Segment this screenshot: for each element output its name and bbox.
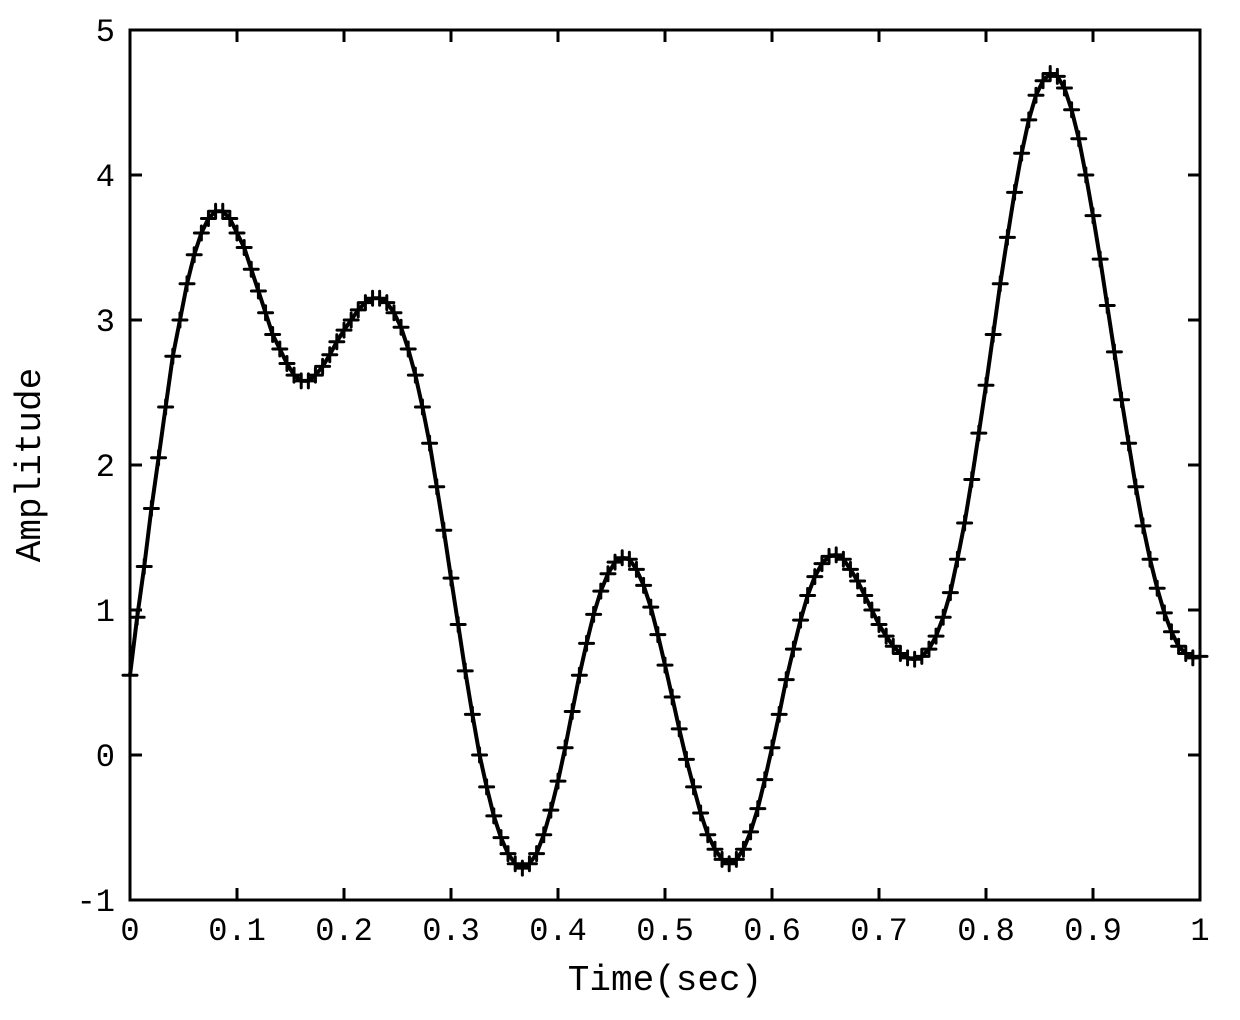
x-tick-label: 0.9	[1064, 913, 1122, 950]
y-tick-label: -1	[77, 884, 115, 921]
y-tick-label: 0	[96, 739, 115, 776]
data-markers	[123, 67, 1207, 876]
y-axis-label: Amplitude	[10, 368, 51, 562]
y-tick-label: 1	[96, 594, 115, 631]
x-tick-label: 1	[1190, 913, 1209, 950]
x-tick-label: 0.4	[529, 913, 587, 950]
plot-box	[130, 30, 1200, 900]
x-axis-label: Time(sec)	[568, 960, 762, 1001]
chart-container: 00.10.20.30.40.50.60.70.80.91-1012345Tim…	[0, 0, 1240, 1020]
x-tick-label: 0.6	[743, 913, 801, 950]
x-tick-label: 0	[120, 913, 139, 950]
line-chart: 00.10.20.30.40.50.60.70.80.91-1012345Tim…	[0, 0, 1240, 1020]
x-tick-label: 0.5	[636, 913, 694, 950]
y-tick-label: 4	[96, 159, 115, 196]
x-tick-label: 0.8	[957, 913, 1015, 950]
y-tick-label: 2	[96, 449, 115, 486]
x-tick-label: 0.7	[850, 913, 908, 950]
x-tick-label: 0.1	[208, 913, 266, 950]
data-line	[130, 74, 1200, 869]
y-tick-label: 5	[96, 14, 115, 51]
x-tick-label: 0.3	[422, 913, 480, 950]
y-tick-label: 3	[96, 304, 115, 341]
x-tick-label: 0.2	[315, 913, 373, 950]
